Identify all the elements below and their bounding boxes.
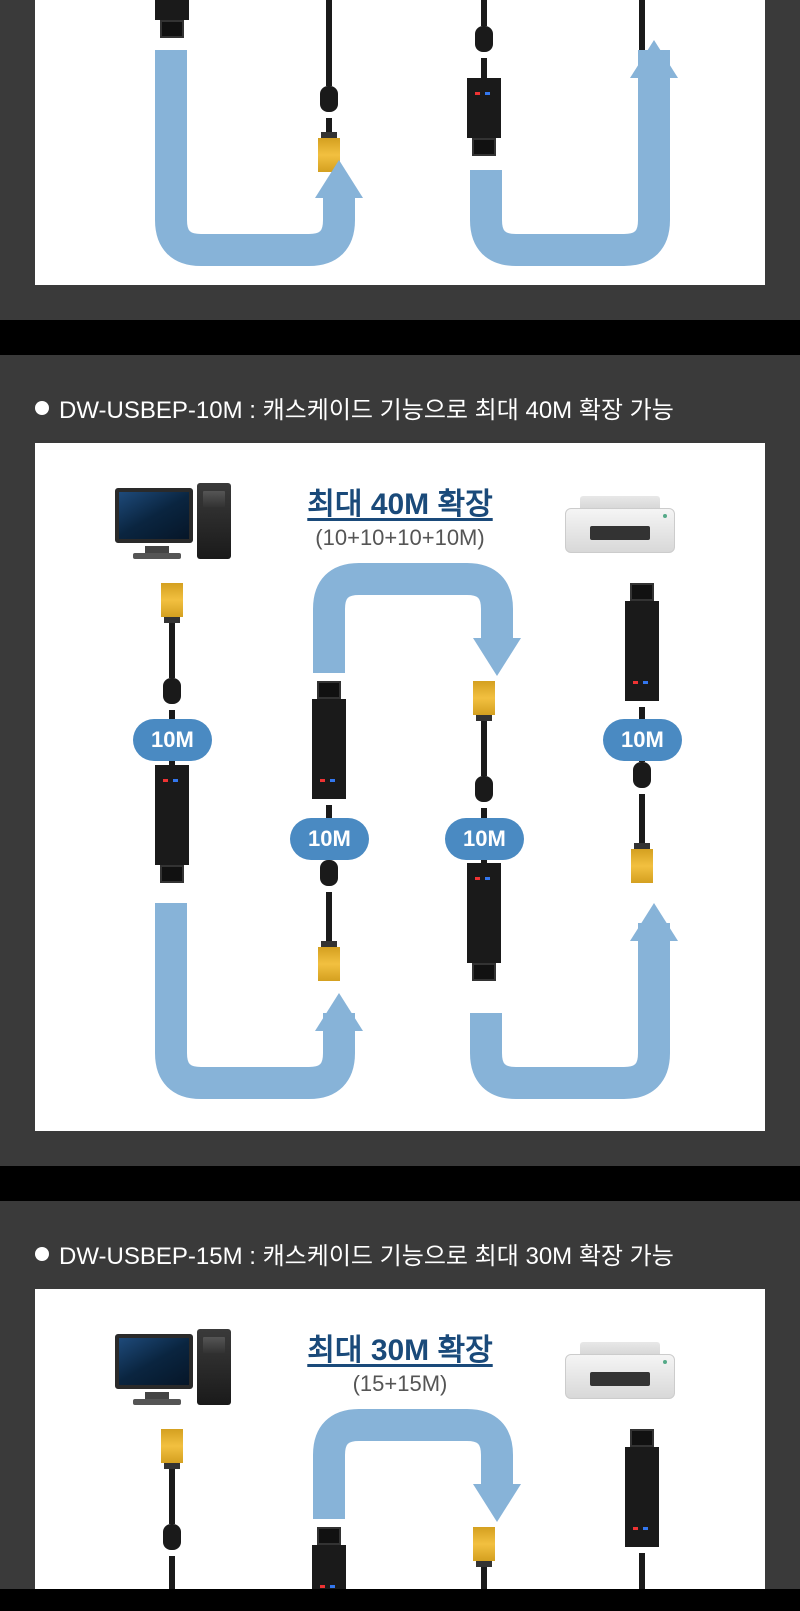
length-badge-4: 10M [603,719,682,761]
monitor-base [133,553,181,559]
led-red [633,681,638,684]
usb-extender-device [312,699,346,799]
cable-wire [169,1556,175,1589]
cable-wire [639,794,645,849]
usb-a-connector [161,583,183,617]
led-red [163,779,168,782]
led-blue [173,779,178,782]
printer-tray [590,526,650,540]
computer-icon [115,483,245,563]
cable-wire [481,721,487,776]
pc-tower-icon [197,1329,231,1405]
section-header: DW-USBEP-10M : 캐스케이드 기능으로 최대 40M 확장 가능 [35,390,765,443]
cable-wire [639,1553,645,1589]
title-block: 최대 40M 확장 (10+10+10+10M) [307,479,492,551]
header-text: DW-USBEP-15M : 캐스케이드 기능으로 최대 30M 확장 가능 [59,1236,674,1271]
length-badge-2: 10M [290,818,369,860]
printer-led [663,514,667,518]
section-partial-top [0,0,800,320]
diagram-panel-0 [35,0,765,285]
arrow-head [630,40,678,78]
usb-extender-device [625,601,659,701]
led-blue [330,779,335,782]
cable-fragment-left [155,0,189,38]
computer-icon [115,1329,245,1409]
section-header: DW-USBEP-15M : 캐스케이드 기능으로 최대 30M 확장 가능 [35,1236,765,1289]
diagram-panel-40m: 최대 40M 확장 (10+10+10+10M) [35,443,765,1131]
printer-tray [590,1372,650,1386]
diagram-subtitle: (10+10+10+10M) [307,525,492,551]
cable-4 [625,1429,659,1589]
monitor-icon [115,488,193,543]
diagram-panel-30m: 최대 30M 확장 (15+15M) [35,1289,765,1589]
pc-tower-icon [197,483,231,559]
flow-arrow-u-right [470,50,670,270]
title-block: 최대 30M 확장 (15+15M) [307,1325,492,1397]
section-40m: DW-USBEP-10M : 캐스케이드 기능으로 최대 40M 확장 가능 최… [0,355,800,1166]
diagram-title: 최대 40M 확장 [307,479,492,523]
bullet-icon [35,1247,49,1261]
led-red [320,1585,325,1588]
ferrite-core [163,678,181,704]
diagram-subtitle: (15+15M) [307,1371,492,1397]
usb-extender-device [312,1545,346,1589]
arrow-head [473,1484,521,1522]
flow-arrow-top-arch [313,563,513,703]
usb-female-port [160,865,184,883]
cable-wire [169,623,175,678]
ferrite-core [163,1524,181,1550]
cable-wire [481,0,487,26]
printer-icon [565,488,675,558]
arrow-head [473,638,521,676]
arrow-head [630,903,678,941]
led-blue [330,1585,335,1588]
ferrite-core [475,26,493,52]
length-badge-1: 10M [133,719,212,761]
led-blue [485,877,490,880]
arrow-head [315,993,363,1031]
bullet-icon [35,401,49,415]
usb-female-port [630,583,654,601]
ferrite-core [320,860,338,886]
cable-1 [155,1429,189,1589]
flow-arrow-top-arch [313,1409,513,1549]
header-text: DW-USBEP-10M : 캐스케이드 기능으로 최대 40M 확장 가능 [59,390,674,425]
usb-female-port [630,1429,654,1447]
length-badge-3: 10M [445,818,524,860]
diagram-title: 최대 30M 확장 [307,1325,492,1369]
monitor-icon [115,1334,193,1389]
led-red [475,877,480,880]
led-red [320,779,325,782]
printer-icon [565,1334,675,1404]
led-red [633,1527,638,1530]
cable-wire [481,1567,487,1589]
ferrite-core [475,776,493,802]
ferrite-core [633,762,651,788]
usb-extender-device [155,0,189,20]
monitor-base [133,1399,181,1405]
led-blue [643,1527,648,1530]
usb-extender-device [625,1447,659,1547]
usb-a-connector [631,849,653,883]
usb-a-connector [161,1429,183,1463]
led-blue [643,681,648,684]
page: DW-USBEP-10M : 캐스케이드 기능으로 최대 40M 확장 가능 최… [0,0,800,1589]
usb-extender-device [155,765,189,865]
arrow-head [315,160,363,198]
section-30m: DW-USBEP-15M : 캐스케이드 기능으로 최대 30M 확장 가능 최… [0,1201,800,1589]
usb-female-port [160,20,184,38]
cable-wire [169,1469,175,1524]
printer-led [663,1360,667,1364]
